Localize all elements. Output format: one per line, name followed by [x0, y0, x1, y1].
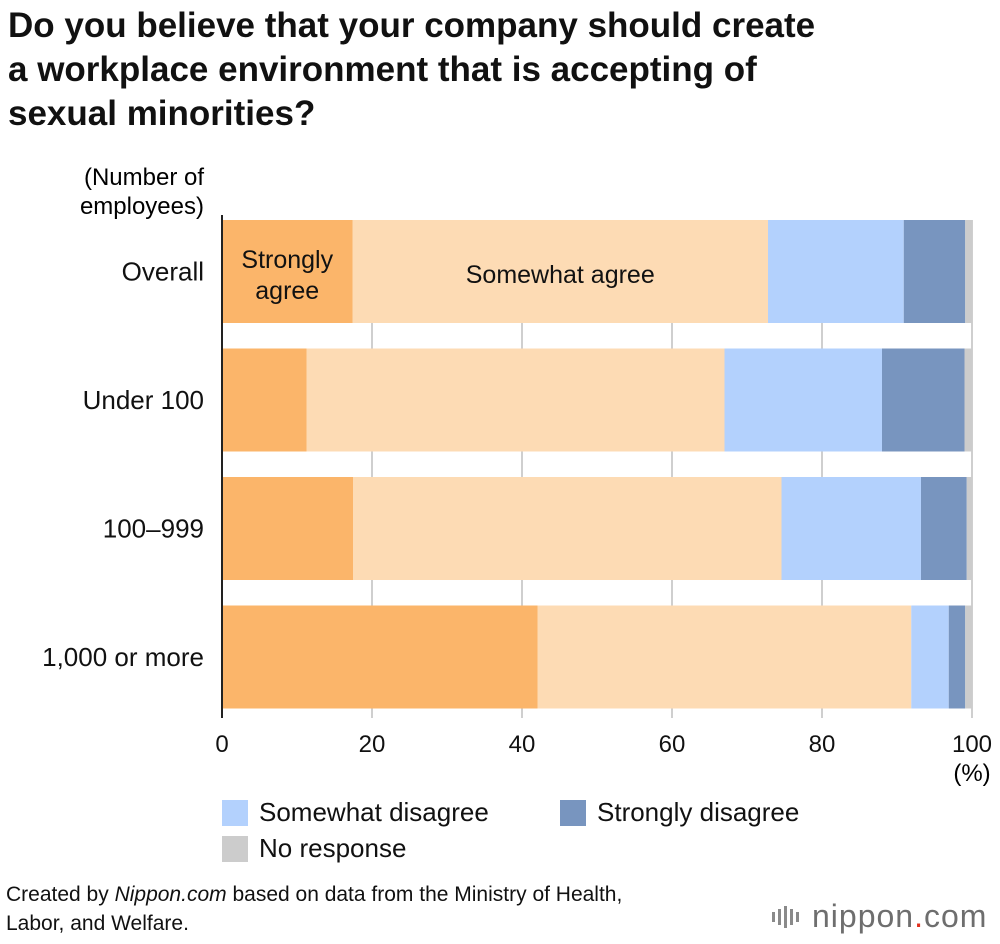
bar-somewhat-agree [352, 220, 768, 323]
x-tick-label: 20 [359, 731, 386, 758]
legend-item-no-response: No response [222, 833, 406, 864]
bar-labels: Overall Under 100 100–999 1,000 or more Stro… [42, 246, 655, 672]
source-line-2: Labor, and Welfare. [6, 912, 189, 935]
x-axis-unit: (%) [953, 760, 990, 787]
x-tick-label: 40 [509, 731, 536, 758]
bar-no-response [964, 348, 972, 452]
brand-logo: nippon. com [772, 898, 987, 935]
bar-somewhat-disagree [768, 220, 904, 323]
category-label: Under 100 [83, 385, 204, 415]
bar-no-response [965, 220, 972, 323]
bar-somewhat-disagree [911, 605, 949, 709]
category-label: 1,000 or more [42, 642, 204, 672]
source-prefix: Created by [6, 883, 115, 906]
legend-label: Strongly disagree [597, 797, 800, 827]
axis-caption-line-2: employees) [80, 193, 204, 220]
stacked-bar-chart: Overall Under 100 100–999 1,000 or more Stro… [42, 164, 992, 787]
x-tick-label: 60 [659, 731, 686, 758]
legend-item-strongly-disagree: Strongly disagree [560, 797, 799, 828]
bar-strongly-agree [222, 220, 353, 323]
x-tick-label: 100 [952, 731, 992, 758]
x-tick-label: 80 [809, 731, 836, 758]
bar-strongly-disagree [948, 605, 966, 709]
bar-strongly-agree [222, 605, 538, 709]
source-site: Nippon.com [114, 883, 227, 906]
title-line-1: Do you believe that your company should … [8, 6, 816, 45]
bar-somewhat-disagree [724, 348, 882, 452]
legend-label: No response [259, 833, 407, 863]
legend-label: Somewhat disagree [259, 797, 489, 827]
bar-no-response [965, 605, 972, 709]
bar-strongly-disagree [903, 220, 966, 323]
title-line-2: a workplace environment that is acceptin… [8, 50, 757, 89]
bar-somewhat-agree [306, 348, 725, 452]
chart-title: Do you believe that your company should … [8, 4, 993, 136]
inline-label-strongly-agree-2: agree [255, 277, 319, 305]
nippon-logo-icon [772, 905, 802, 928]
bar-strongly-disagree [921, 477, 967, 580]
bar-somewhat-agree [353, 477, 782, 580]
title-line-3: sexual minorities? [8, 94, 316, 133]
source-suffix: based on data from the Ministry of Healt… [226, 883, 623, 906]
legend-swatch [222, 799, 248, 826]
bar-strongly-agree [222, 477, 354, 580]
brand-tld: com [923, 898, 988, 934]
axis-caption-line-1: (Number of [84, 164, 204, 191]
legend-item-somewhat-disagree: Somewhat disagree [222, 797, 489, 828]
x-axis-ticks: 0 20 40 60 80 100 [215, 731, 992, 758]
category-label: 100–999 [103, 514, 204, 544]
legend-swatch [560, 799, 586, 826]
bars [222, 220, 972, 709]
legend-swatch [222, 835, 248, 862]
inline-label-strongly-agree-1: Strongly [241, 246, 333, 274]
bar-strongly-agree [222, 348, 307, 452]
brand-name: nippon [812, 898, 915, 934]
brand-dot: . [914, 898, 924, 934]
x-tick-label: 0 [215, 731, 228, 758]
bar-no-response [966, 477, 972, 580]
bar-strongly-disagree [882, 348, 965, 452]
source-note: Created by Nippon.com based on data from… [6, 880, 622, 938]
inline-label-somewhat-agree: Somewhat agree [466, 261, 655, 289]
bar-somewhat-agree [537, 605, 912, 709]
category-label: Overall [122, 257, 204, 287]
bar-somewhat-disagree [781, 477, 921, 580]
